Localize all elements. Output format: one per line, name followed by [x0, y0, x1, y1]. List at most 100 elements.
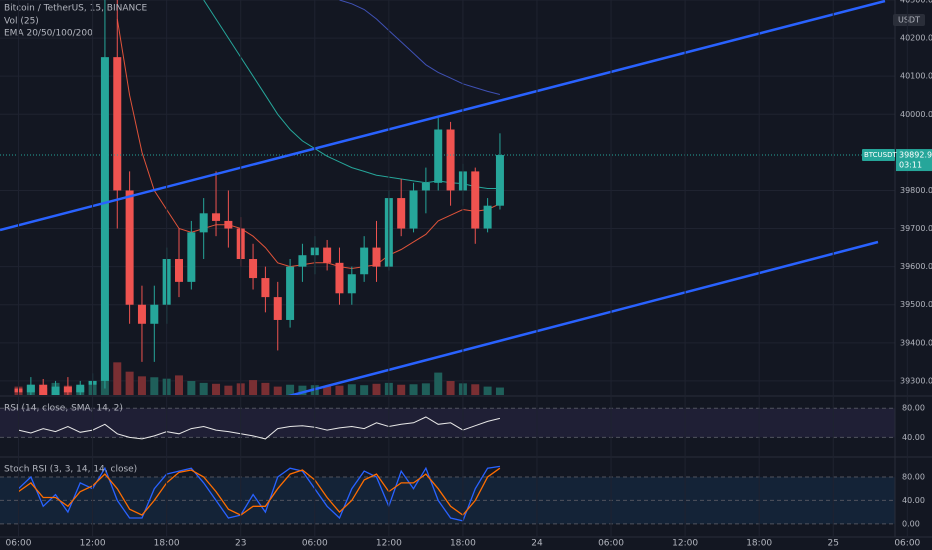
- y-tick-label: 40000.00: [900, 110, 932, 119]
- candle-body: [323, 247, 332, 263]
- last-price-label: 39892.95: [899, 151, 932, 160]
- candle-body: [39, 384, 48, 395]
- volume-bar: [298, 385, 307, 395]
- volume-bar: [137, 376, 146, 395]
- candle-body: [261, 278, 270, 298]
- candle-body: [495, 155, 504, 206]
- y-tick-label: 40.00: [902, 496, 925, 505]
- y-tick-label: 80.00: [902, 404, 925, 413]
- volume-bar: [483, 386, 492, 395]
- indicator-line: [18, 467, 501, 516]
- candle-body: [125, 190, 134, 305]
- candle-body: [347, 274, 356, 294]
- rsi-legend: RSI (14, close, SMA, 14, 2): [4, 404, 123, 414]
- volume-bar: [335, 385, 344, 395]
- volume-bar: [434, 372, 443, 395]
- x-tick-label: 18:00: [154, 539, 180, 549]
- candle-body: [273, 297, 282, 320]
- y-tick-label: 39400.00: [900, 338, 932, 347]
- symbol-box: [862, 149, 895, 162]
- candle-body: [150, 304, 159, 324]
- x-tick-label: 12:00: [672, 539, 698, 549]
- y-tick-label: 39800.00: [900, 186, 932, 195]
- candle-body: [249, 259, 258, 279]
- volume-bar: [125, 371, 134, 395]
- volume-bar: [113, 362, 122, 395]
- symbol-label: BTCUSDT: [864, 151, 898, 159]
- trend-line[interactable]: [0, 0, 886, 232]
- candle-body: [360, 247, 369, 275]
- x-tick-label: 12:00: [80, 539, 106, 549]
- candle-body: [187, 232, 196, 282]
- y-tick-label: 0.00: [902, 519, 920, 528]
- candle-body: [100, 57, 109, 381]
- candle-body: [421, 182, 430, 191]
- volume-bar: [224, 385, 233, 395]
- volume-bar: [199, 382, 208, 395]
- y-tick-label: 39300.00: [900, 376, 932, 385]
- candle-body: [224, 220, 233, 229]
- candle-body: [26, 384, 35, 393]
- volume-legend: Vol (25): [4, 17, 39, 27]
- unit-box[interactable]: [893, 14, 925, 26]
- candle-body: [409, 190, 418, 229]
- candle-body: [298, 255, 307, 267]
- ema-legend: EMA 20/50/100/200: [4, 29, 93, 39]
- volume-bar: [212, 383, 221, 395]
- ema-line: [339, 0, 501, 95]
- last-price-box: [896, 149, 932, 172]
- x-tick-label: 18:00: [746, 539, 772, 549]
- countdown-label: 03:11: [899, 161, 922, 170]
- volume-bar: [174, 375, 183, 395]
- volume-bar: [273, 386, 282, 395]
- indicator-line: [18, 416, 501, 440]
- ema-line: [203, 0, 500, 189]
- x-tick-label: 06:00: [598, 539, 624, 549]
- candle-body: [483, 205, 492, 229]
- unit-label: USDT: [898, 16, 920, 25]
- candle-body: [212, 213, 221, 221]
- candle-body: [199, 213, 208, 233]
- ema-line: [116, 18, 501, 270]
- volume-bar: [187, 381, 196, 395]
- y-tick-label: 40100.00: [900, 72, 932, 81]
- volume-bar: [150, 377, 159, 395]
- candle-body: [335, 262, 344, 294]
- y-tick-label: 39500.00: [900, 300, 932, 309]
- candle-body: [434, 129, 443, 183]
- x-tick-label: 18:00: [450, 539, 476, 549]
- volume-bar: [495, 387, 504, 395]
- candle-body: [286, 266, 295, 320]
- volume-bar: [409, 384, 418, 395]
- y-tick-label: 39600.00: [900, 262, 932, 271]
- stoch-pane: [0, 465, 895, 525]
- rsi-pane: [0, 407, 895, 440]
- y-tick-label: 80.00: [902, 472, 925, 481]
- volume-bar: [261, 382, 270, 395]
- candle-body: [372, 247, 381, 267]
- x-tick-label: 24: [531, 539, 543, 549]
- y-tick-label: 40300.00: [900, 0, 932, 5]
- candle-body: [446, 129, 455, 191]
- volume-bar: [249, 380, 258, 395]
- candle-body: [397, 198, 406, 229]
- x-tick-label: 25: [828, 539, 839, 549]
- symbol-title: Bitcoin / TetherUS, 15, BINANCE: [4, 4, 148, 14]
- volume-bar: [397, 384, 406, 395]
- candle-body: [113, 57, 122, 191]
- volume-bar: [323, 386, 332, 395]
- y-tick-label: 40200.00: [900, 34, 932, 43]
- channel: [0, 0, 886, 397]
- candle-body: [76, 384, 85, 393]
- trend-line[interactable]: [285, 240, 879, 397]
- x-tick-label: 23: [235, 539, 246, 549]
- volume-bar: [347, 384, 356, 395]
- y-tick-label: 39700.00: [900, 224, 932, 233]
- x-tick-label: 06:00: [894, 539, 920, 549]
- volume-bar: [286, 384, 295, 395]
- x-tick-label: 06:00: [302, 539, 328, 549]
- candle-body: [471, 171, 480, 229]
- candle-body: [51, 386, 60, 395]
- candle-body: [63, 386, 72, 393]
